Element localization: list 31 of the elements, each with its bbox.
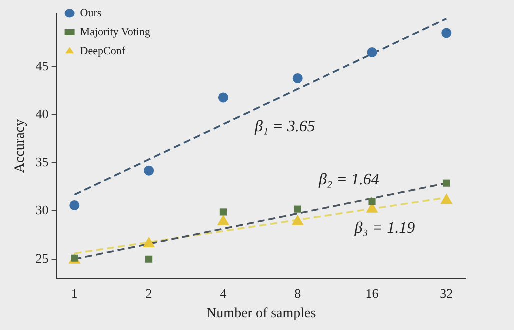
y-tick-label: 35 (36, 154, 49, 170)
point (218, 92, 228, 103)
point (292, 73, 303, 84)
x-tick-label: 8 (294, 286, 302, 301)
point (220, 208, 227, 216)
legend-label: Majority Voting (80, 26, 151, 38)
x-tick-label: 4 (220, 286, 228, 301)
point (294, 206, 302, 213)
point (443, 180, 450, 187)
legend-label: DeepConf (80, 45, 126, 58)
annotation: β₃ = 1.19 (354, 220, 416, 237)
x-tick-label: 16 (366, 286, 380, 301)
y-tick-label: 30 (36, 202, 49, 218)
point (442, 28, 452, 38)
point (368, 198, 376, 206)
point (367, 47, 378, 58)
point (146, 256, 153, 263)
x-tick-label: 1 (71, 286, 78, 301)
point (440, 194, 453, 204)
y-tick-label: 25 (36, 250, 49, 266)
y-axis-title: Accuracy (13, 119, 28, 174)
annotation: β₂ = 1.64 (318, 172, 380, 189)
annotation: β₁ = 3.65 (254, 118, 316, 136)
point (70, 200, 80, 210)
x-tick-label: 32 (440, 286, 454, 301)
x-tick-label: 2 (146, 286, 152, 301)
x-axis-title: Number of samples (206, 306, 316, 322)
y-tick-label: 45 (36, 58, 49, 74)
point (144, 166, 154, 176)
y-tick-label: 40 (36, 106, 49, 122)
legend-label: Ours (80, 7, 102, 20)
